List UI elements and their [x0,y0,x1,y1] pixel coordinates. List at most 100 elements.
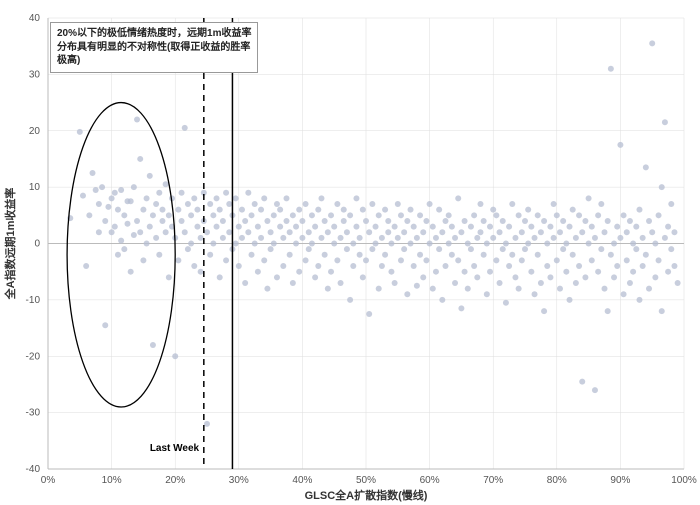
data-point [462,269,468,275]
data-point [633,224,639,230]
data-point [525,207,531,213]
data-point [105,204,111,210]
x-tick-label: 90% [610,475,630,486]
data-point [341,218,347,224]
data-point [617,235,623,241]
data-point [452,280,458,286]
data-point [245,229,251,235]
data-point [477,229,483,235]
data-point [579,229,585,235]
data-point [331,241,337,247]
data-point [468,246,474,252]
data-point [573,280,579,286]
data-point [303,201,309,207]
data-point [353,195,359,201]
data-point [535,212,541,218]
data-point [306,246,312,252]
data-point [652,241,658,247]
data-point [443,218,449,224]
data-point [293,224,299,230]
data-point [659,308,665,314]
data-point [369,201,375,207]
data-point [404,218,410,224]
data-point [404,291,410,297]
data-point [563,241,569,247]
data-point [334,201,340,207]
data-point [668,201,674,207]
data-point [417,252,423,258]
data-point [493,212,499,218]
data-point [96,201,102,207]
data-point [500,218,506,224]
data-point [528,224,534,230]
data-point [255,269,261,275]
data-point [512,274,518,280]
data-point [277,224,283,230]
data-point [439,297,445,303]
data-point [175,257,181,263]
data-point [150,212,156,218]
data-point [198,269,204,275]
data-point [611,241,617,247]
data-point [223,257,229,263]
data-point [627,280,633,286]
data-point [131,184,137,190]
last-week-label: Last Week [150,443,200,454]
data-point [210,241,216,247]
data-point [376,286,382,292]
data-point [115,252,121,258]
data-point [649,40,655,46]
data-point [182,125,188,131]
data-point [630,241,636,247]
data-point [598,246,604,252]
data-point [363,257,369,263]
data-point [233,195,239,201]
x-tick-label: 60% [420,475,440,486]
data-point [159,207,165,213]
data-point [519,229,525,235]
data-point [379,263,385,269]
data-point [312,224,318,230]
data-point [328,212,334,218]
data-point [411,263,417,269]
data-point [347,297,353,303]
data-point [493,257,499,263]
data-point [315,207,321,213]
data-point [134,116,140,122]
data-point [551,235,557,241]
data-point [388,269,394,275]
data-point [487,224,493,230]
data-point [373,224,379,230]
data-point [150,342,156,348]
data-point [624,229,630,235]
data-point [163,181,169,187]
data-point [147,224,153,230]
data-point [315,263,321,269]
data-point [366,229,372,235]
data-point [128,269,134,275]
data-point [439,229,445,235]
data-point [268,229,274,235]
data-point [309,212,315,218]
data-point [401,229,407,235]
data-point [544,241,550,247]
data-point [392,224,398,230]
data-point [446,241,452,247]
data-point [401,246,407,252]
data-point [369,246,375,252]
data-point [547,224,553,230]
data-point [264,286,270,292]
data-point [86,212,92,218]
y-tick-label: 0 [34,239,40,250]
data-point [436,207,442,213]
data-point [468,224,474,230]
data-point [264,218,270,224]
data-point [271,212,277,218]
data-point [284,195,290,201]
data-point [554,212,560,218]
data-point [509,252,515,258]
x-tick-label: 20% [165,475,185,486]
data-point [636,297,642,303]
data-point [592,387,598,393]
data-point [503,241,509,247]
